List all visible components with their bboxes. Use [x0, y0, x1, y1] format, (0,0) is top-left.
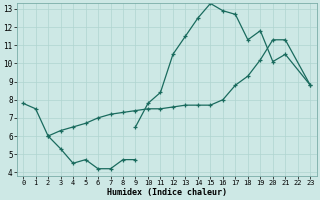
X-axis label: Humidex (Indice chaleur): Humidex (Indice chaleur) — [107, 188, 227, 197]
